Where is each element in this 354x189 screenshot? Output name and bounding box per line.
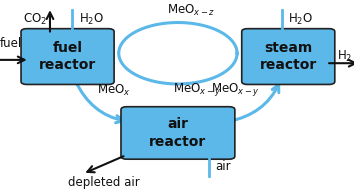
Text: fuel: fuel — [0, 37, 22, 50]
Text: depleted air: depleted air — [68, 176, 140, 189]
Text: MeO$_{x-y}$: MeO$_{x-y}$ — [173, 81, 222, 98]
Text: H$_2$: H$_2$ — [337, 49, 353, 64]
Text: MeO$_x$: MeO$_x$ — [97, 83, 131, 98]
Text: steam
reactor: steam reactor — [259, 41, 317, 72]
FancyBboxPatch shape — [242, 29, 335, 84]
Text: CO$_2$: CO$_2$ — [23, 12, 47, 27]
Text: air
reactor: air reactor — [149, 117, 206, 149]
Text: H$_2$O: H$_2$O — [288, 12, 313, 27]
FancyBboxPatch shape — [21, 29, 114, 84]
Text: fuel
reactor: fuel reactor — [39, 41, 96, 72]
Text: MeO$_{x-y}$: MeO$_{x-y}$ — [211, 81, 260, 98]
Text: H$_2$O: H$_2$O — [79, 12, 104, 27]
FancyBboxPatch shape — [121, 107, 235, 159]
Text: MeO$_{x-z}$: MeO$_{x-z}$ — [167, 2, 215, 18]
Text: air: air — [215, 160, 231, 173]
